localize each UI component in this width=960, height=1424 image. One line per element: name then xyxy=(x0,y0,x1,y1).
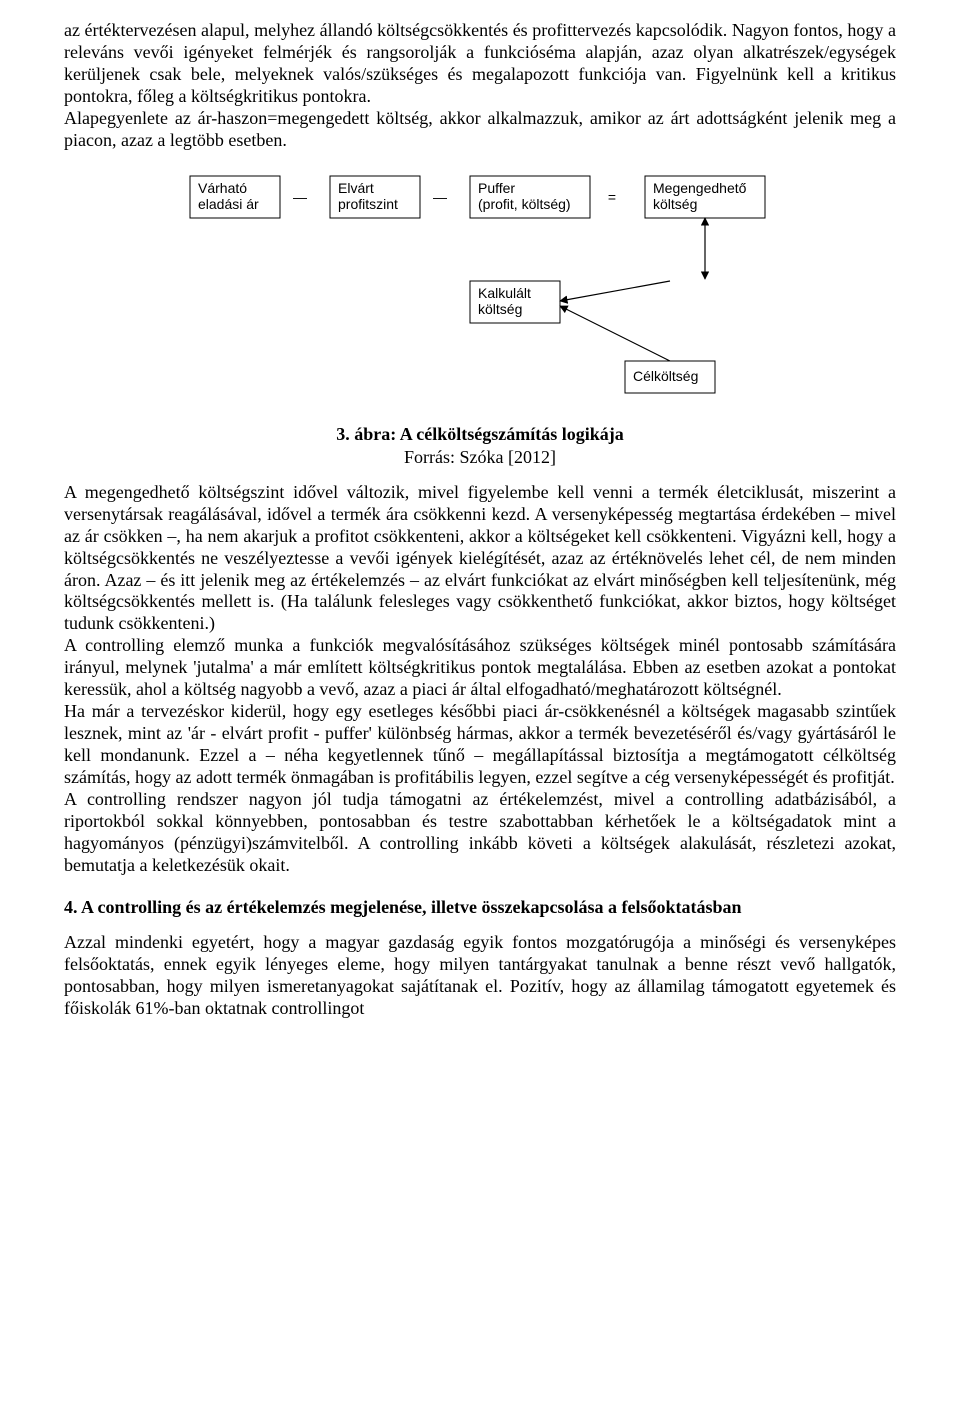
section-heading: 4. A controlling és az értékelemzés megj… xyxy=(64,897,896,918)
svg-text:—: — xyxy=(433,189,447,205)
diagram: Várhatóeladási ár Elvártprofitszint Puffer… xyxy=(64,166,896,406)
paragraph-7: Azzal mindenki egyetért, hogy a magyar g… xyxy=(64,932,896,1020)
svg-text:Elvárt: Elvárt xyxy=(338,180,374,196)
svg-text:Megengedhető: Megengedhető xyxy=(653,180,747,196)
svg-text:=: = xyxy=(608,189,616,205)
svg-text:profitszint: profitszint xyxy=(338,196,398,212)
svg-text:—: — xyxy=(293,189,307,205)
page: az értéktervezésen alapul, melyhez állan… xyxy=(0,0,960,1424)
paragraph-6: A controlling rendszer nagyon jól tudja … xyxy=(64,789,896,877)
svg-text:Kalkulált: Kalkulált xyxy=(478,285,531,301)
figure-source: Forrás: Szóka [2012] xyxy=(64,447,896,468)
svg-text:Célköltség: Célköltség xyxy=(633,368,698,384)
paragraph-3: A megengedhető költségszint idővel válto… xyxy=(64,482,896,636)
figure-caption: 3. ábra: A célköltségszámítás logikája xyxy=(64,424,896,445)
paragraph-4: A controlling elemző munka a funkciók me… xyxy=(64,635,896,701)
paragraph-2: Alapegyenlete az ár-haszon=megengedett k… xyxy=(64,108,896,152)
svg-text:költség: költség xyxy=(478,301,522,317)
svg-text:költség: költség xyxy=(653,196,697,212)
svg-text:Puffer: Puffer xyxy=(478,180,515,196)
paragraph-1: az értéktervezésen alapul, melyhez állan… xyxy=(64,20,896,108)
target-costing-diagram: Várhatóeladási ár Elvártprofitszint Puffer… xyxy=(180,166,780,406)
svg-text:Várható: Várható xyxy=(198,180,247,196)
svg-text:eladási ár: eladási ár xyxy=(198,196,259,212)
paragraph-5: Ha már a tervezéskor kiderül, hogy egy e… xyxy=(64,701,896,789)
svg-text:(profit, költség): (profit, költség) xyxy=(478,196,571,212)
